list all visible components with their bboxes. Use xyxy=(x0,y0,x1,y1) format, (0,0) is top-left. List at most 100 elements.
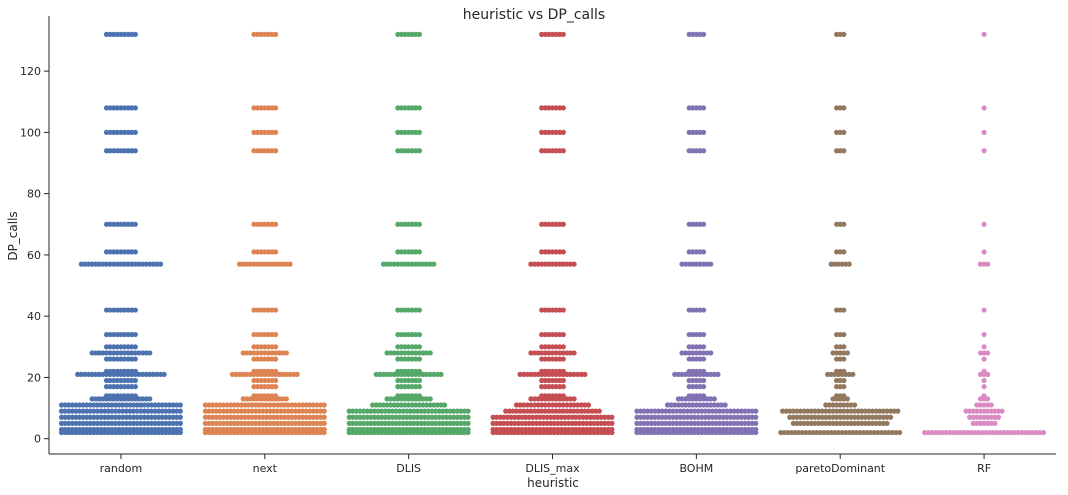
data-point xyxy=(269,148,275,154)
data-point xyxy=(107,221,113,227)
data-point xyxy=(825,371,831,377)
data-point xyxy=(103,221,110,227)
data-point xyxy=(977,396,984,402)
data-point xyxy=(278,408,284,414)
data-point xyxy=(837,350,843,356)
data-point xyxy=(542,249,548,255)
data-point xyxy=(231,414,237,420)
data-point xyxy=(116,408,122,414)
data-point xyxy=(686,249,692,255)
data-point xyxy=(436,408,442,414)
data-point xyxy=(73,414,79,420)
data-point xyxy=(409,331,415,338)
data-point xyxy=(562,420,568,426)
data-point xyxy=(634,429,640,436)
data-point xyxy=(539,221,545,227)
data-point xyxy=(379,420,385,426)
data-point xyxy=(711,371,717,377)
data-point xyxy=(557,356,563,362)
data-point xyxy=(132,344,138,350)
data-point xyxy=(150,371,156,377)
data-point xyxy=(697,377,703,384)
data-point xyxy=(121,371,128,377)
data-point xyxy=(251,105,257,111)
data-point xyxy=(265,129,271,135)
data-point xyxy=(413,331,419,338)
data-point xyxy=(690,249,696,255)
data-point xyxy=(673,420,680,426)
data-point xyxy=(834,384,840,390)
data-point xyxy=(749,414,755,420)
data-point xyxy=(254,344,261,350)
data-point xyxy=(402,31,408,37)
data-point xyxy=(801,420,807,426)
data-point xyxy=(407,408,414,414)
data-point xyxy=(314,408,320,414)
data-point xyxy=(262,371,268,377)
data-point xyxy=(281,408,288,414)
data-point xyxy=(841,148,847,154)
data-point xyxy=(693,105,699,111)
data-point xyxy=(402,356,408,362)
data-point xyxy=(236,371,243,377)
data-point xyxy=(981,221,987,227)
data-point xyxy=(177,408,183,414)
data-point xyxy=(114,31,120,37)
data-point xyxy=(112,420,119,426)
data-point xyxy=(400,414,406,420)
series-BOHM xyxy=(634,31,759,436)
data-point xyxy=(121,307,128,313)
data-point xyxy=(968,429,975,436)
data-point xyxy=(58,408,65,414)
data-point xyxy=(566,420,572,426)
data-point xyxy=(420,402,426,408)
data-point xyxy=(985,261,991,267)
data-point xyxy=(977,261,984,267)
data-point xyxy=(494,429,500,436)
data-point xyxy=(118,249,124,255)
data-point xyxy=(501,420,507,426)
data-point xyxy=(262,105,268,111)
data-point xyxy=(819,414,825,420)
data-point xyxy=(839,429,845,436)
data-point xyxy=(272,331,279,338)
data-point xyxy=(406,261,412,267)
data-point xyxy=(443,420,450,426)
data-point xyxy=(880,414,887,420)
data-point xyxy=(73,429,79,436)
data-point xyxy=(58,420,65,426)
data-point xyxy=(841,105,847,111)
data-point xyxy=(416,221,423,227)
data-point xyxy=(271,402,277,408)
data-point xyxy=(129,307,135,313)
data-point xyxy=(576,414,583,420)
data-point xyxy=(990,429,996,436)
data-point xyxy=(700,344,707,350)
data-point xyxy=(648,408,654,414)
data-point xyxy=(808,420,815,426)
x-tick-label: next xyxy=(253,462,278,475)
data-point xyxy=(560,105,566,111)
data-point xyxy=(720,429,726,436)
data-point xyxy=(434,402,441,408)
data-point xyxy=(580,429,586,436)
data-point xyxy=(416,129,423,135)
data-point xyxy=(682,396,689,402)
data-point xyxy=(303,420,309,426)
data-point xyxy=(247,371,253,377)
data-point xyxy=(307,414,313,420)
data-point xyxy=(227,402,234,408)
data-point xyxy=(258,344,264,350)
data-point xyxy=(981,408,987,414)
data-point xyxy=(287,261,293,267)
data-point xyxy=(1022,429,1029,436)
data-point xyxy=(549,105,556,111)
data-point xyxy=(738,408,744,414)
data-point xyxy=(260,429,266,436)
data-point xyxy=(265,221,271,227)
data-point xyxy=(398,377,405,384)
data-point xyxy=(114,331,120,338)
data-point xyxy=(107,377,113,384)
data-point xyxy=(303,429,309,436)
data-point xyxy=(835,371,842,377)
